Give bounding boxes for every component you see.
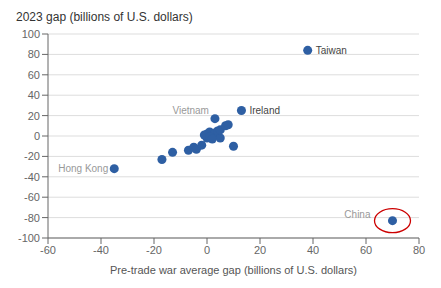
svg-text:20: 20 [28,110,40,122]
svg-text:-40: -40 [93,244,109,256]
svg-text:100: 100 [22,28,40,40]
svg-text:40: 40 [28,89,40,101]
svg-text:20: 20 [254,244,266,256]
svg-text:Pre-trade war average gap (bil: Pre-trade war average gap (billions of U… [110,264,357,276]
svg-text:China: China [344,209,371,220]
svg-text:60: 60 [28,69,40,81]
svg-text:-100: -100 [18,232,40,244]
svg-text:80: 80 [28,48,40,60]
svg-text:80: 80 [413,244,425,256]
svg-text:0: 0 [204,244,210,256]
svg-text:-80: -80 [24,212,40,224]
svg-text:Ireland: Ireland [249,105,280,116]
svg-text:-40: -40 [24,171,40,183]
svg-text:0: 0 [34,130,40,142]
svg-text:-60: -60 [24,191,40,203]
svg-text:Taiwan: Taiwan [316,45,347,56]
svg-text:Hong Kong: Hong Kong [58,163,108,174]
svg-text:60: 60 [360,244,372,256]
svg-text:-20: -20 [24,150,40,162]
svg-text:-60: -60 [40,244,56,256]
svg-text:Vietnam: Vietnam [172,105,209,116]
html-text:2023 gap (billions of U.S. dol: 2023 gap (billions of U.S. dollars) [16,10,193,24]
svg-text:-20: -20 [146,244,162,256]
svg-text:40: 40 [307,244,319,256]
